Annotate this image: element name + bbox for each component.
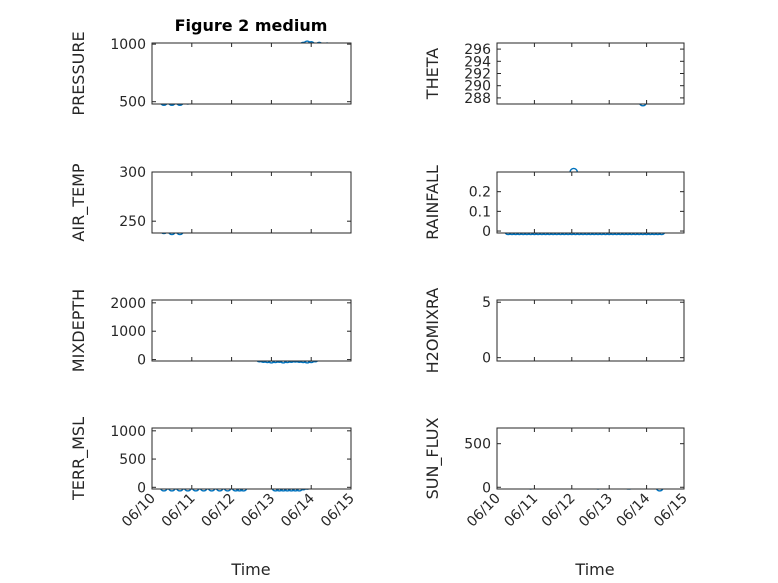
- y-axis-label: MIXDEPTH: [69, 289, 88, 372]
- y-axis-label: H2OMIXRA: [423, 288, 442, 374]
- subplot-rainfall: 0 0.1 0.2 RAINFALL: [423, 165, 685, 240]
- y-tick-label: 500: [464, 437, 491, 453]
- y-tick-label: 294: [464, 54, 491, 70]
- y-tick-label: 500: [119, 452, 146, 468]
- y-tick-label: 500: [119, 95, 146, 111]
- axes-frame: [151, 299, 352, 362]
- y-tick-label: 300: [119, 165, 146, 181]
- y-tick-label: 250: [119, 214, 146, 230]
- x-tick-label: 06/14: [614, 490, 654, 530]
- y-tick-label: 292: [464, 67, 491, 83]
- y-axis-label: PRESSURE: [69, 31, 88, 115]
- x-tick-label: 06/11: [159, 491, 199, 531]
- axes-frame: [496, 299, 685, 362]
- x-tick-label: 06/15: [318, 491, 358, 531]
- subplot-air_temp: 250 300 AIR_TEMP: [69, 163, 352, 242]
- y-axis-label: TERR_MSL: [69, 417, 89, 501]
- x-axis-label-right: Time: [574, 560, 614, 579]
- x-tick-label: 06/12: [199, 491, 239, 531]
- y-tick-label: 296: [464, 42, 491, 58]
- x-tick-label: 06/11: [501, 491, 541, 531]
- y-tick-label: 0: [482, 224, 491, 240]
- axes-frame: [496, 171, 685, 234]
- y-tick-label: 0: [482, 351, 491, 367]
- y-tick-label: 0: [482, 480, 491, 496]
- axes-frame: [151, 171, 352, 234]
- y-tick-label: 1000: [110, 324, 146, 340]
- subplot-pressure: 500 1000 PRESSURE: [69, 31, 352, 116]
- y-tick-label: 0.1: [469, 204, 491, 220]
- x-tick-label: 06/15: [651, 491, 691, 531]
- figure-title: Figure 2 medium: [175, 16, 328, 35]
- x-tick-label: 06/12: [539, 491, 579, 531]
- y-tick-label: 0: [137, 353, 146, 369]
- y-tick-label: 0: [137, 480, 146, 496]
- y-tick-label: 0.2: [469, 185, 491, 201]
- y-axis-label: THETA: [423, 48, 442, 100]
- x-tick-label: 06/14: [278, 490, 318, 530]
- x-tick-label: 06/10: [464, 491, 504, 531]
- x-tick-label: 06/10: [119, 491, 159, 531]
- x-axis-label-left: Time: [230, 560, 270, 579]
- y-axis-label: AIR_TEMP: [69, 163, 89, 241]
- y-tick-label: 288: [464, 91, 491, 107]
- y-tick-label: 1000: [110, 424, 146, 440]
- axes-frame: [496, 42, 685, 105]
- subplot-mixdepth: 0 1000 2000 MIXDEPTH: [69, 289, 352, 372]
- y-tick-label: 2000: [110, 296, 146, 312]
- subplot-terr_msl: 0 500 1000 06/10 06/11 06/12 06/13 06/14 06/15 TE…: [69, 417, 358, 530]
- subplot-h2omixra: 0 5 H2OMIXRA: [423, 288, 685, 374]
- y-tick-label: 1000: [110, 37, 146, 53]
- axes-frame: [151, 427, 352, 490]
- axes-frame: [151, 42, 352, 105]
- axes-frame: [496, 427, 685, 490]
- x-tick-label: 06/13: [576, 491, 616, 531]
- x-tick-label: 06/13: [238, 491, 278, 531]
- y-axis-label: RAINFALL: [423, 165, 442, 240]
- y-tick-label: 290: [464, 79, 491, 95]
- y-axis-label: SUN_FLUX: [423, 418, 443, 500]
- y-tick-label: 5: [482, 295, 491, 311]
